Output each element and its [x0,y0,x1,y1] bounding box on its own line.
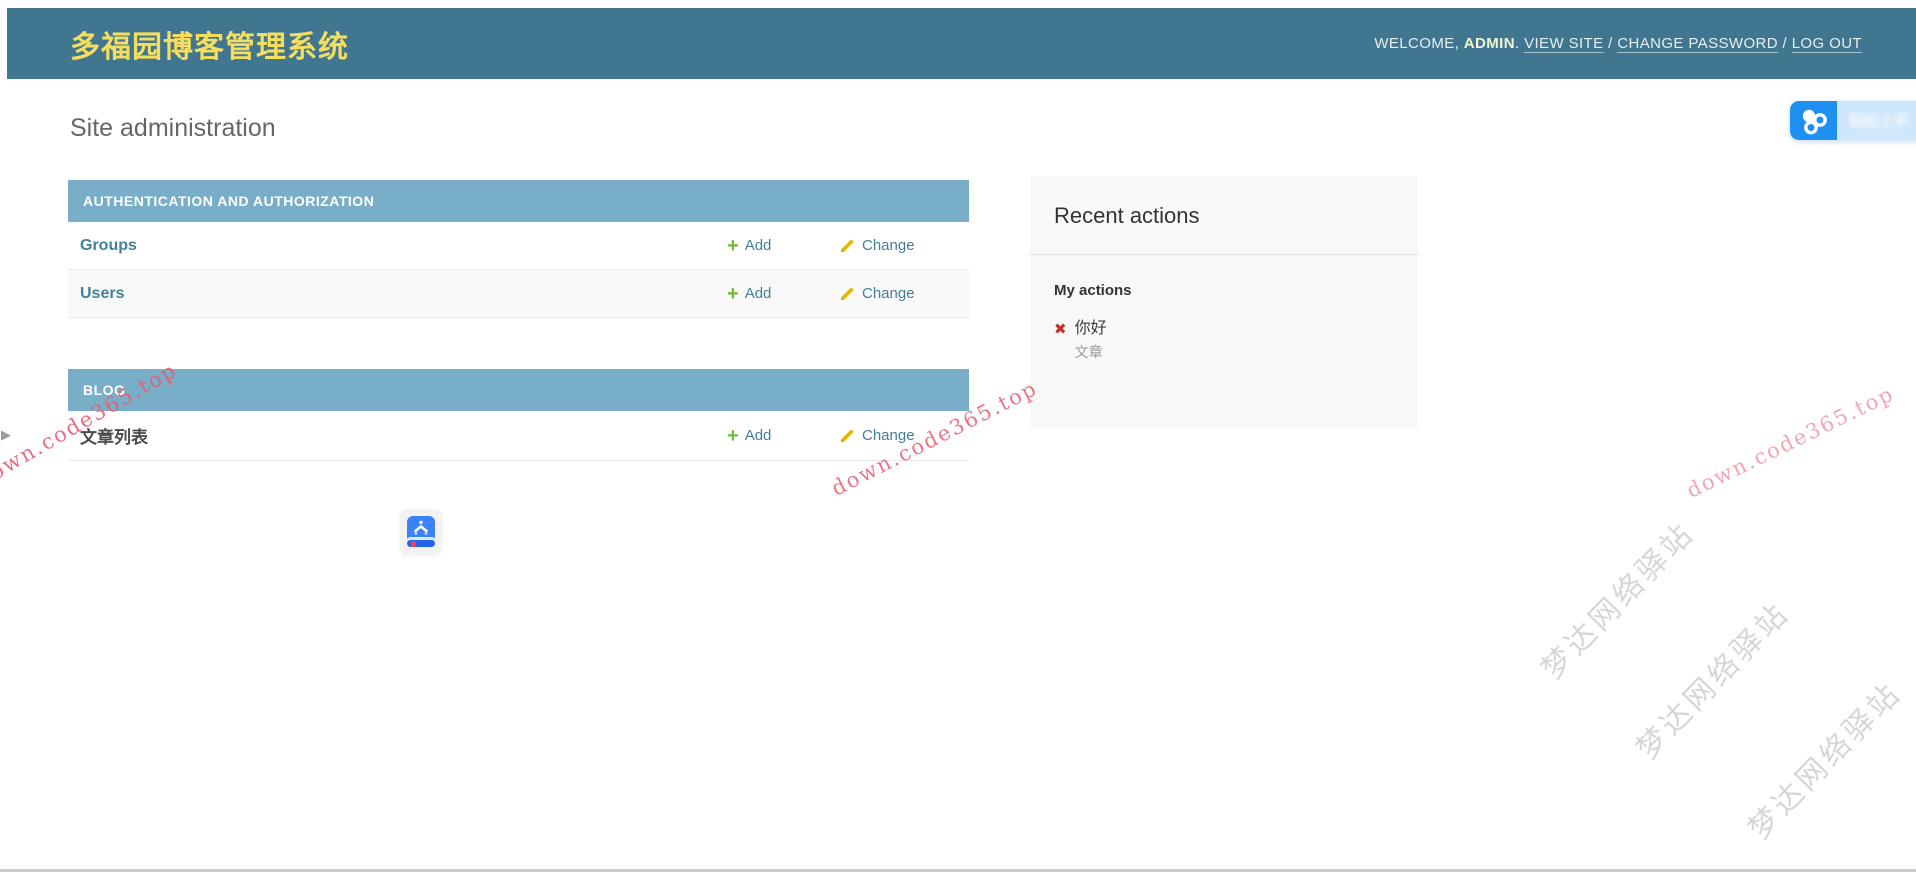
separator: / [1777,35,1792,52]
header-bar: 多福园博客管理系统 WELCOME, ADMIN. VIEW SITE / CH… [7,8,1916,79]
site-title[interactable]: 多福园博客管理系统 [70,30,349,64]
watermark-gray-3: 梦达网络驿站 [1742,676,1909,846]
module-caption[interactable]: BLOG [68,369,969,411]
blue-book-icon [407,516,435,547]
watermark-gray-1: 梦达网络驿站 [1535,516,1702,686]
groups-link[interactable]: Groups [80,236,137,254]
netdisk-extension-button[interactable]: 轻松上手 [1790,101,1916,140]
action-model-name: 文章 [1074,344,1103,361]
change-label: Change [862,427,915,444]
users-link[interactable]: Users [80,284,125,302]
table-row-groups: Groups + Add Change [68,222,969,270]
recent-actions-panel: Recent actions My actions ✖ 你好 文章 [1030,176,1418,428]
articles-change-link[interactable]: Change [839,427,957,444]
module-blog: BLOG 文章列表 + Add Change [68,369,969,461]
welcome-period: . [1514,35,1525,52]
window-bottom-edge [0,869,1916,872]
username: ADMIN [1463,35,1515,52]
users-change-link[interactable]: Change [839,285,957,302]
add-label: Add [744,285,772,302]
welcome-text: WELCOME, [1374,35,1464,52]
extension-overlay-text: 轻松上手 [1849,113,1910,130]
divider [1030,254,1418,255]
watermark-red-right: down.code365.top [1682,381,1899,503]
action-object-name: 你好 [1074,320,1107,337]
view-site-link[interactable]: VIEW SITE [1524,35,1604,52]
article-list-link[interactable]: 文章列表 [80,428,148,447]
table-row-users: Users + Add Change [68,270,969,318]
separator: / [1603,35,1618,52]
list-item-action: ✖ 你好 文章 [1030,299,1418,362]
add-plus-icon: + [727,424,739,447]
module-authentication: AUTHENTICATION AND AUTHORIZATION Groups … [68,180,969,318]
change-password-link[interactable]: CHANGE PASSWORD [1617,35,1778,52]
delete-x-icon: ✖ [1054,321,1067,338]
users-add-link[interactable]: + Add [727,284,839,304]
my-actions-subtitle: My actions [1054,282,1132,299]
sidebar-collapse-arrow-icon[interactable]: ▶ [1,427,11,442]
extension-overlay-label-area[interactable]: 轻松上手 [1837,101,1916,140]
add-label: Add [744,237,772,254]
add-plus-icon: + [727,282,739,305]
groups-change-link[interactable]: Change [839,237,957,254]
groups-add-link[interactable]: + Add [727,236,839,256]
change-label: Change [862,285,915,302]
table-row-articles: 文章列表 + Add Change [68,411,969,461]
recent-actions-title: Recent actions [1054,203,1200,228]
pencil-icon [839,286,855,302]
pencil-icon [839,238,855,254]
add-label: Add [744,427,772,444]
add-plus-icon: + [727,234,739,257]
change-label: Change [862,237,915,254]
module-caption[interactable]: AUTHENTICATION AND AUTHORIZATION [68,180,969,222]
articles-add-link[interactable]: + Add [727,426,839,446]
page-title: Site administration [70,114,276,142]
netdisk-cluster-icon[interactable] [1790,101,1837,140]
user-tools: WELCOME, ADMIN. VIEW SITE / CHANGE PASSW… [1374,8,1862,79]
dictionary-extension-fab[interactable] [400,509,442,554]
log-out-link[interactable]: LOG OUT [1791,35,1862,52]
pencil-icon [839,428,855,444]
watermark-gray-2: 梦达网络驿站 [1630,596,1797,766]
